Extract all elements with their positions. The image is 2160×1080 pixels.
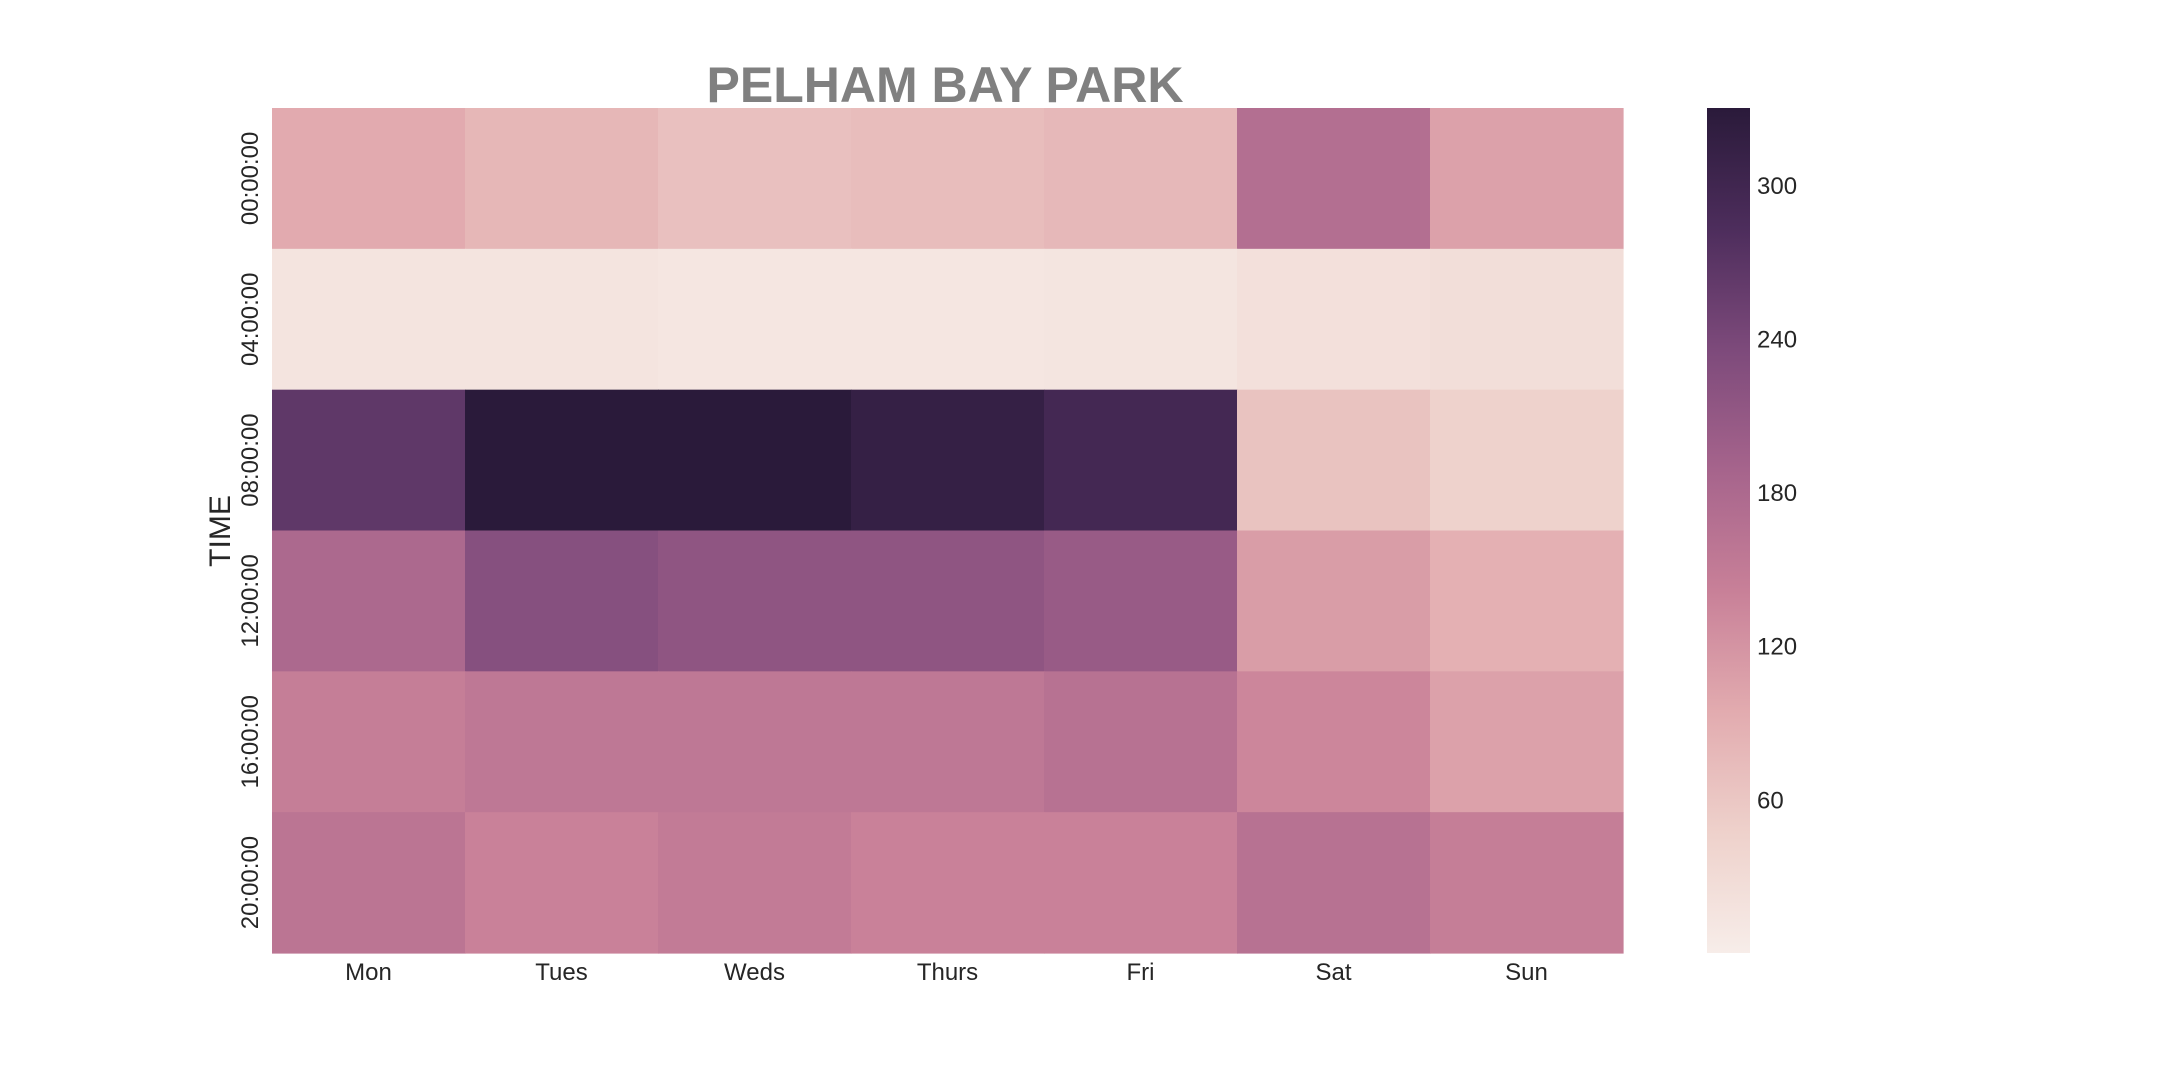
heatmap-cell [272,812,466,954]
colorbar [1707,108,1750,953]
colorbar-tick-label: 240 [1757,326,1797,353]
heatmap-cell [465,108,659,250]
heatmap-cell [1237,812,1431,954]
heatmap-cell [851,248,1045,391]
y-tick-label: 08:00:00 [237,413,264,506]
colorbar-tick-label: 120 [1757,634,1797,661]
y-tick-label: 12:00:00 [237,554,264,647]
x-tick-label: Mon [345,959,392,986]
heatmap-cell [1237,530,1431,672]
heatmap-cell [465,389,659,532]
colorbar-tick-labels: 60 120 180 240 300 [1757,173,1797,815]
heatmap-cell [1430,389,1624,532]
heatmap-cell [1430,671,1624,813]
heatmap-cell [851,671,1045,813]
heatmap-cell [1044,108,1238,250]
heatmap-cell [851,812,1045,954]
colorbar-tick-label: 300 [1757,173,1797,200]
heatmap-cell [1044,389,1238,532]
heatmap-cell [851,530,1045,672]
y-tick-label: 04:00:00 [237,273,264,366]
x-tick-label: Sat [1315,959,1351,986]
heatmap-cell [272,108,466,250]
heatmap-cell [1237,248,1431,391]
heatmap-cell [272,671,466,813]
heatmap-cell [1044,248,1238,391]
y-tick-label: 16:00:00 [237,695,264,788]
chart-title: PELHAM BAY PARK [707,57,1184,113]
y-tick-labels: 00:00:00 04:00:00 08:00:00 12:00:00 16:00:00… [237,132,264,930]
heatmap-cell [1430,108,1624,250]
y-tick-label: 00:00:00 [237,132,264,225]
heatmap-cell [272,248,466,391]
x-tick-label: Sun [1505,959,1548,986]
heatmap-cell [1430,530,1624,672]
heatmap-cell [272,530,466,672]
heatmap-cell [658,530,852,672]
y-axis-label: TIME [204,495,237,567]
heatmap-cell [658,108,852,250]
heatmap-cell [658,248,852,391]
heatmap-cell [465,248,659,391]
heatmap-cell [658,812,852,954]
heatmap-cell [851,108,1045,250]
colorbar-tick-label: 60 [1757,787,1784,814]
heatmap-cell [658,671,852,813]
heatmap-cell [1044,530,1238,672]
heatmap-cell [465,671,659,813]
y-tick-label: 20:00:00 [237,836,264,929]
heatmap-cells [272,108,1624,954]
heatmap-cell [1044,671,1238,813]
heatmap-cell [1044,812,1238,954]
x-tick-labels: Mon Tues Weds Thurs Fri Sat Sun [345,959,1548,986]
heatmap-cell [272,389,466,532]
heatmap-cell [465,530,659,672]
heatmap-cell [1237,389,1431,532]
heatmap-cell [1237,671,1431,813]
heatmap-cell [1237,108,1431,250]
heatmap-cell [658,389,852,532]
heatmap-cell [465,812,659,954]
heatmap-cell [851,389,1045,532]
x-tick-label: Fri [1127,959,1155,986]
x-tick-label: Weds [724,959,785,986]
heatmap-cell [1430,248,1624,391]
x-tick-label: Thurs [917,959,978,986]
heatmap-cell [1430,812,1624,954]
x-tick-label: Tues [535,959,587,986]
colorbar-tick-label: 180 [1757,480,1797,507]
